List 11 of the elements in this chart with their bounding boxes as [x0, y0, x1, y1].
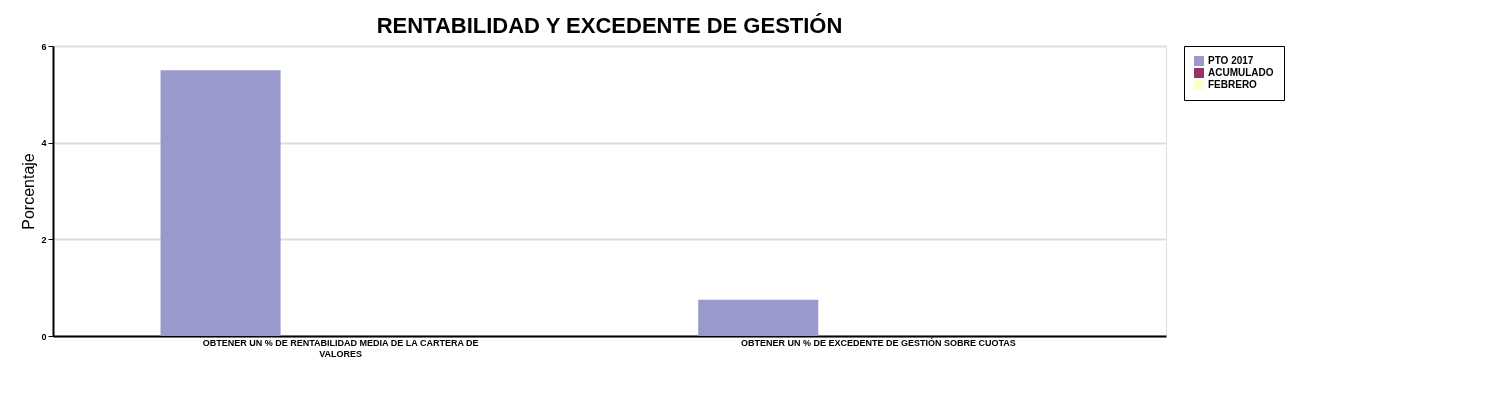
x-tick-label: OBTENER UN % DE EXCEDENTE DE GESTIÓN SOBRE CUOTAS	[740, 336, 1016, 348]
y-tick-label: 0	[41, 331, 47, 342]
chart-title: RENTABILIDAD Y EXCEDENTE DE GESTIÓN	[376, 13, 843, 38]
x-tick-label: OBTENER UN % DE RENTABILIDAD MEDIA DE LA CARTERA DE VALORES	[202, 337, 479, 359]
y-tick-label: 6	[41, 41, 47, 52]
legend-label: PTO 2017	[1208, 55, 1254, 66]
y-axis-title: Porcentaje	[20, 153, 38, 230]
legend-label: ACUMULADO	[1208, 67, 1274, 78]
legend-label: FEBRERO	[1208, 79, 1258, 90]
y-tick-label: 2	[41, 234, 47, 245]
y-tick-label: 4	[41, 138, 47, 149]
